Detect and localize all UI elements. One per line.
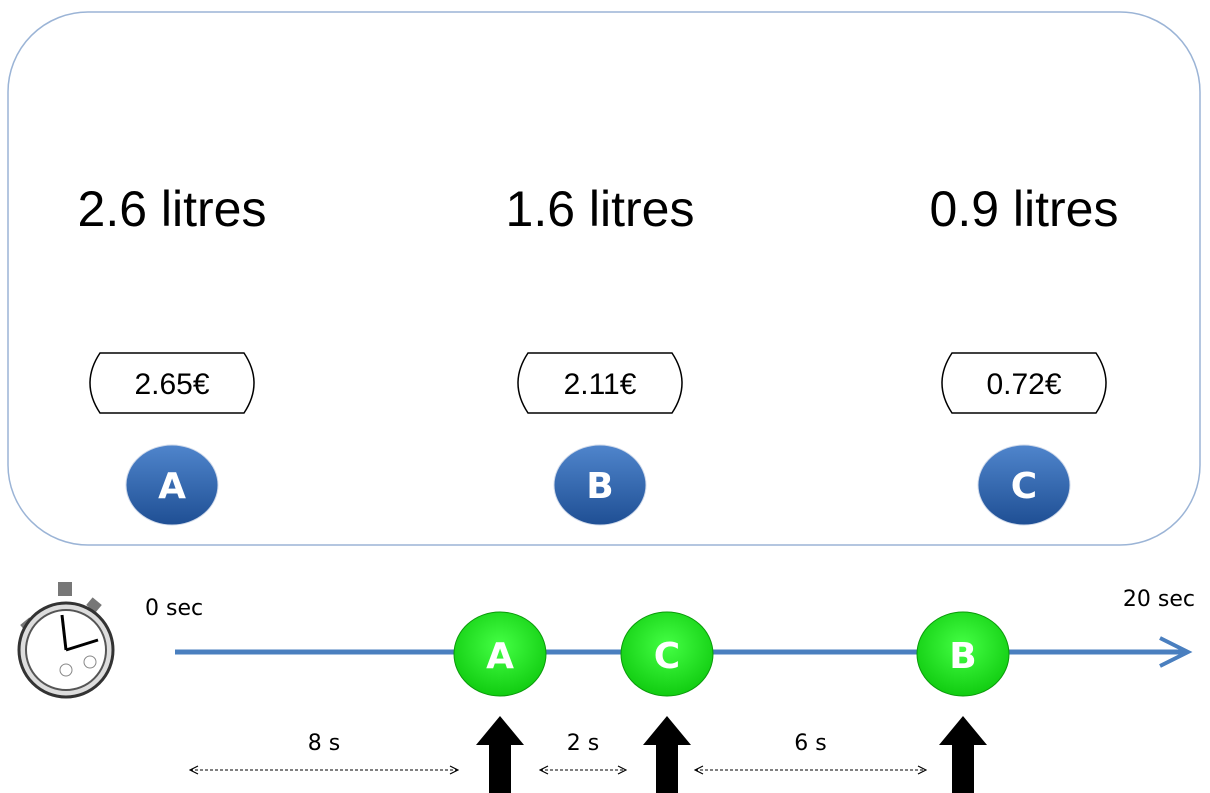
timeline-arrowhead bbox=[1159, 636, 1193, 668]
event-letter: A bbox=[486, 636, 514, 677]
choice-arrow bbox=[939, 716, 987, 793]
stopwatch-icon bbox=[17, 582, 115, 699]
option-badge bbox=[553, 444, 647, 526]
price-tag bbox=[89, 352, 255, 414]
option-letter: B bbox=[586, 466, 613, 507]
options-panel bbox=[7, 11, 1201, 546]
volume-label: 2.6 litres bbox=[78, 181, 267, 237]
interval-label: 2 s bbox=[567, 731, 599, 756]
price-tag bbox=[517, 352, 683, 414]
option-badge bbox=[125, 444, 219, 526]
choice-arrow bbox=[643, 716, 691, 793]
interval-label: 8 s bbox=[308, 731, 340, 756]
event-badge bbox=[620, 611, 714, 697]
price-label: 2.11€ bbox=[564, 368, 637, 401]
event-badge bbox=[453, 611, 547, 697]
event-letter: B bbox=[949, 636, 976, 677]
volume-label: 0.9 litres bbox=[930, 181, 1119, 237]
interval-label: 6 s bbox=[794, 731, 826, 756]
timeline-end: 20 sec bbox=[1123, 587, 1195, 612]
volume-label: 1.6 litres bbox=[506, 181, 695, 237]
price-label: 2.65€ bbox=[134, 368, 209, 401]
choice-arrow bbox=[476, 716, 524, 793]
event-badge bbox=[916, 611, 1010, 697]
price-tag bbox=[941, 352, 1107, 414]
option-letter: C bbox=[1011, 466, 1037, 507]
option-badge bbox=[977, 444, 1071, 526]
event-letter: C bbox=[654, 636, 680, 677]
timeline-start: 0 sec bbox=[145, 596, 203, 621]
option-letter: A bbox=[158, 466, 186, 507]
price-label: 0.72€ bbox=[986, 368, 1061, 401]
